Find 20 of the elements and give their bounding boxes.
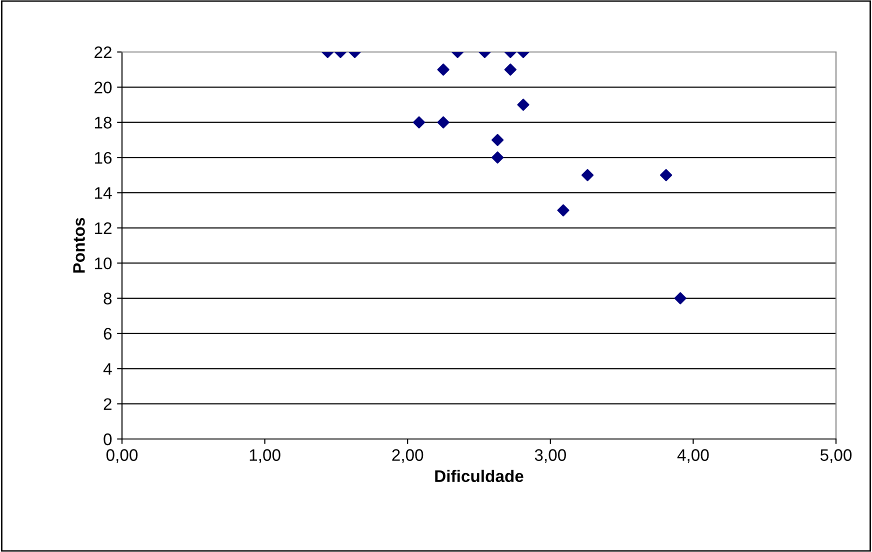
x-tick-label: 3,00 bbox=[534, 449, 566, 463]
y-tick-label: 6 bbox=[104, 328, 112, 340]
y-tick-label: 14 bbox=[95, 187, 112, 199]
y-tick-label: 0 bbox=[104, 433, 112, 446]
x-tick-label: 2,00 bbox=[392, 449, 424, 463]
y-tick-label: 2 bbox=[104, 398, 112, 410]
x-tick-label: 0,00 bbox=[106, 449, 138, 463]
y-tick-label: 18 bbox=[95, 116, 112, 129]
y-tick-label: 10 bbox=[95, 257, 112, 270]
x-axis-title: Dificuldade bbox=[435, 470, 524, 482]
y-tick-label: 8 bbox=[104, 292, 112, 304]
x-tick-label: 5,00 bbox=[820, 449, 852, 463]
x-tick-label: 4,00 bbox=[677, 449, 709, 463]
y-tick-label: 4 bbox=[103, 363, 112, 375]
y-axis-title: Pontos bbox=[73, 218, 85, 273]
y-tick-label: 20 bbox=[94, 82, 112, 94]
x-tick-label: 1,00 bbox=[250, 449, 280, 463]
y-tick-label: 12 bbox=[95, 222, 112, 234]
y-tick-label: 22 bbox=[94, 46, 112, 58]
y-tick-label: 16 bbox=[95, 152, 112, 164]
